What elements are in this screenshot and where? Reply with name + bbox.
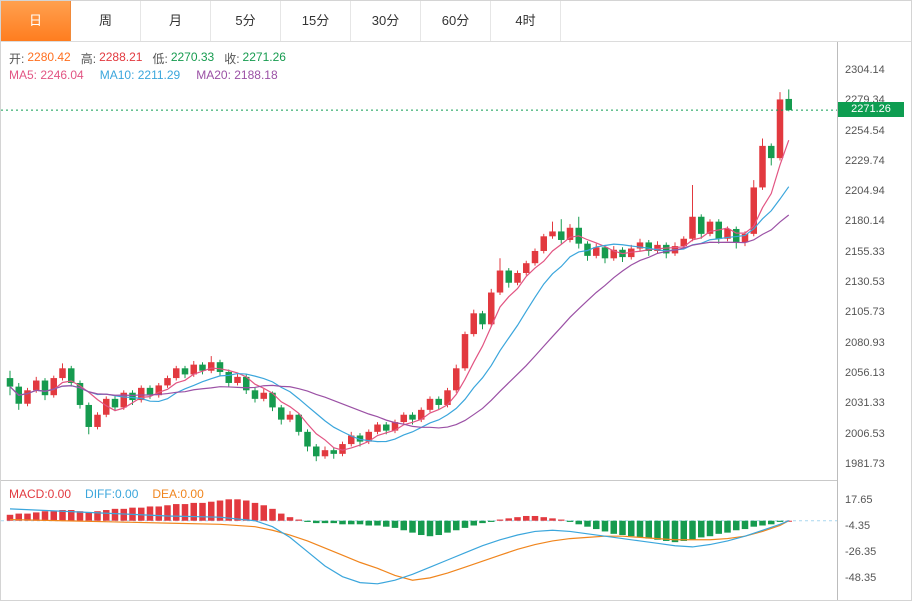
tab-15min[interactable]: 15分 bbox=[281, 1, 351, 41]
macd-axis-label: 17.65 bbox=[845, 493, 873, 506]
tab-5min[interactable]: 5分 bbox=[211, 1, 281, 41]
macd-chart-canvas[interactable] bbox=[1, 481, 837, 601]
tab-day[interactable]: 日 bbox=[1, 1, 71, 41]
price-chart-canvas[interactable] bbox=[1, 42, 837, 480]
price-axis-label: 2180.14 bbox=[845, 215, 885, 228]
pane-separator bbox=[1, 480, 911, 481]
price-axis-label: 2105.73 bbox=[845, 306, 885, 319]
timeframe-tabbar: 日 周 月 5分 15分 30分 60分 4时 bbox=[1, 1, 911, 42]
tab-month[interactable]: 月 bbox=[141, 1, 211, 41]
price-axis-label: 2130.53 bbox=[845, 276, 885, 289]
price-pane[interactable]: 开: 2280.42 高: 2288.21 低: 2270.33 收: 2271… bbox=[1, 42, 837, 480]
tab-4hour[interactable]: 4时 bbox=[491, 1, 561, 41]
macd-axis-label: -4.35 bbox=[845, 519, 871, 532]
current-price-badge: 2271.26 bbox=[838, 102, 904, 118]
price-axis: 2304.14 2279.34 2254.54 2229.74 2204.94 2180.… bbox=[837, 42, 911, 600]
price-axis-label: 2254.54 bbox=[845, 124, 885, 137]
ma20-line bbox=[9, 214, 790, 429]
price-axis-label: 2304.14 bbox=[845, 63, 885, 76]
price-axis-label: 2006.53 bbox=[845, 427, 885, 440]
price-axis-label: 1981.73 bbox=[845, 457, 885, 470]
tab-30min[interactable]: 30分 bbox=[351, 1, 421, 41]
macd-axis-label: -48.35 bbox=[845, 572, 877, 585]
price-axis-label: 2204.94 bbox=[845, 185, 885, 198]
price-axis-label: 2056.13 bbox=[845, 367, 885, 380]
price-axis-label: 2080.93 bbox=[845, 336, 885, 349]
diff-line bbox=[9, 508, 789, 585]
candles-layer bbox=[6, 89, 792, 462]
ma10-line bbox=[9, 186, 790, 443]
price-axis-label: 2031.33 bbox=[845, 397, 885, 410]
macd-axis-label: -26.35 bbox=[845, 546, 877, 559]
price-axis-label: 2229.74 bbox=[845, 154, 885, 167]
tab-60min[interactable]: 60分 bbox=[421, 1, 491, 41]
tab-week[interactable]: 周 bbox=[71, 1, 141, 41]
dea-line bbox=[9, 518, 790, 581]
macd-pane[interactable]: MACD:0.00 DIFF:0.00 DEA:0.00 bbox=[1, 481, 837, 601]
macd-histogram bbox=[6, 499, 792, 543]
price-axis-label: 2155.33 bbox=[845, 245, 885, 258]
